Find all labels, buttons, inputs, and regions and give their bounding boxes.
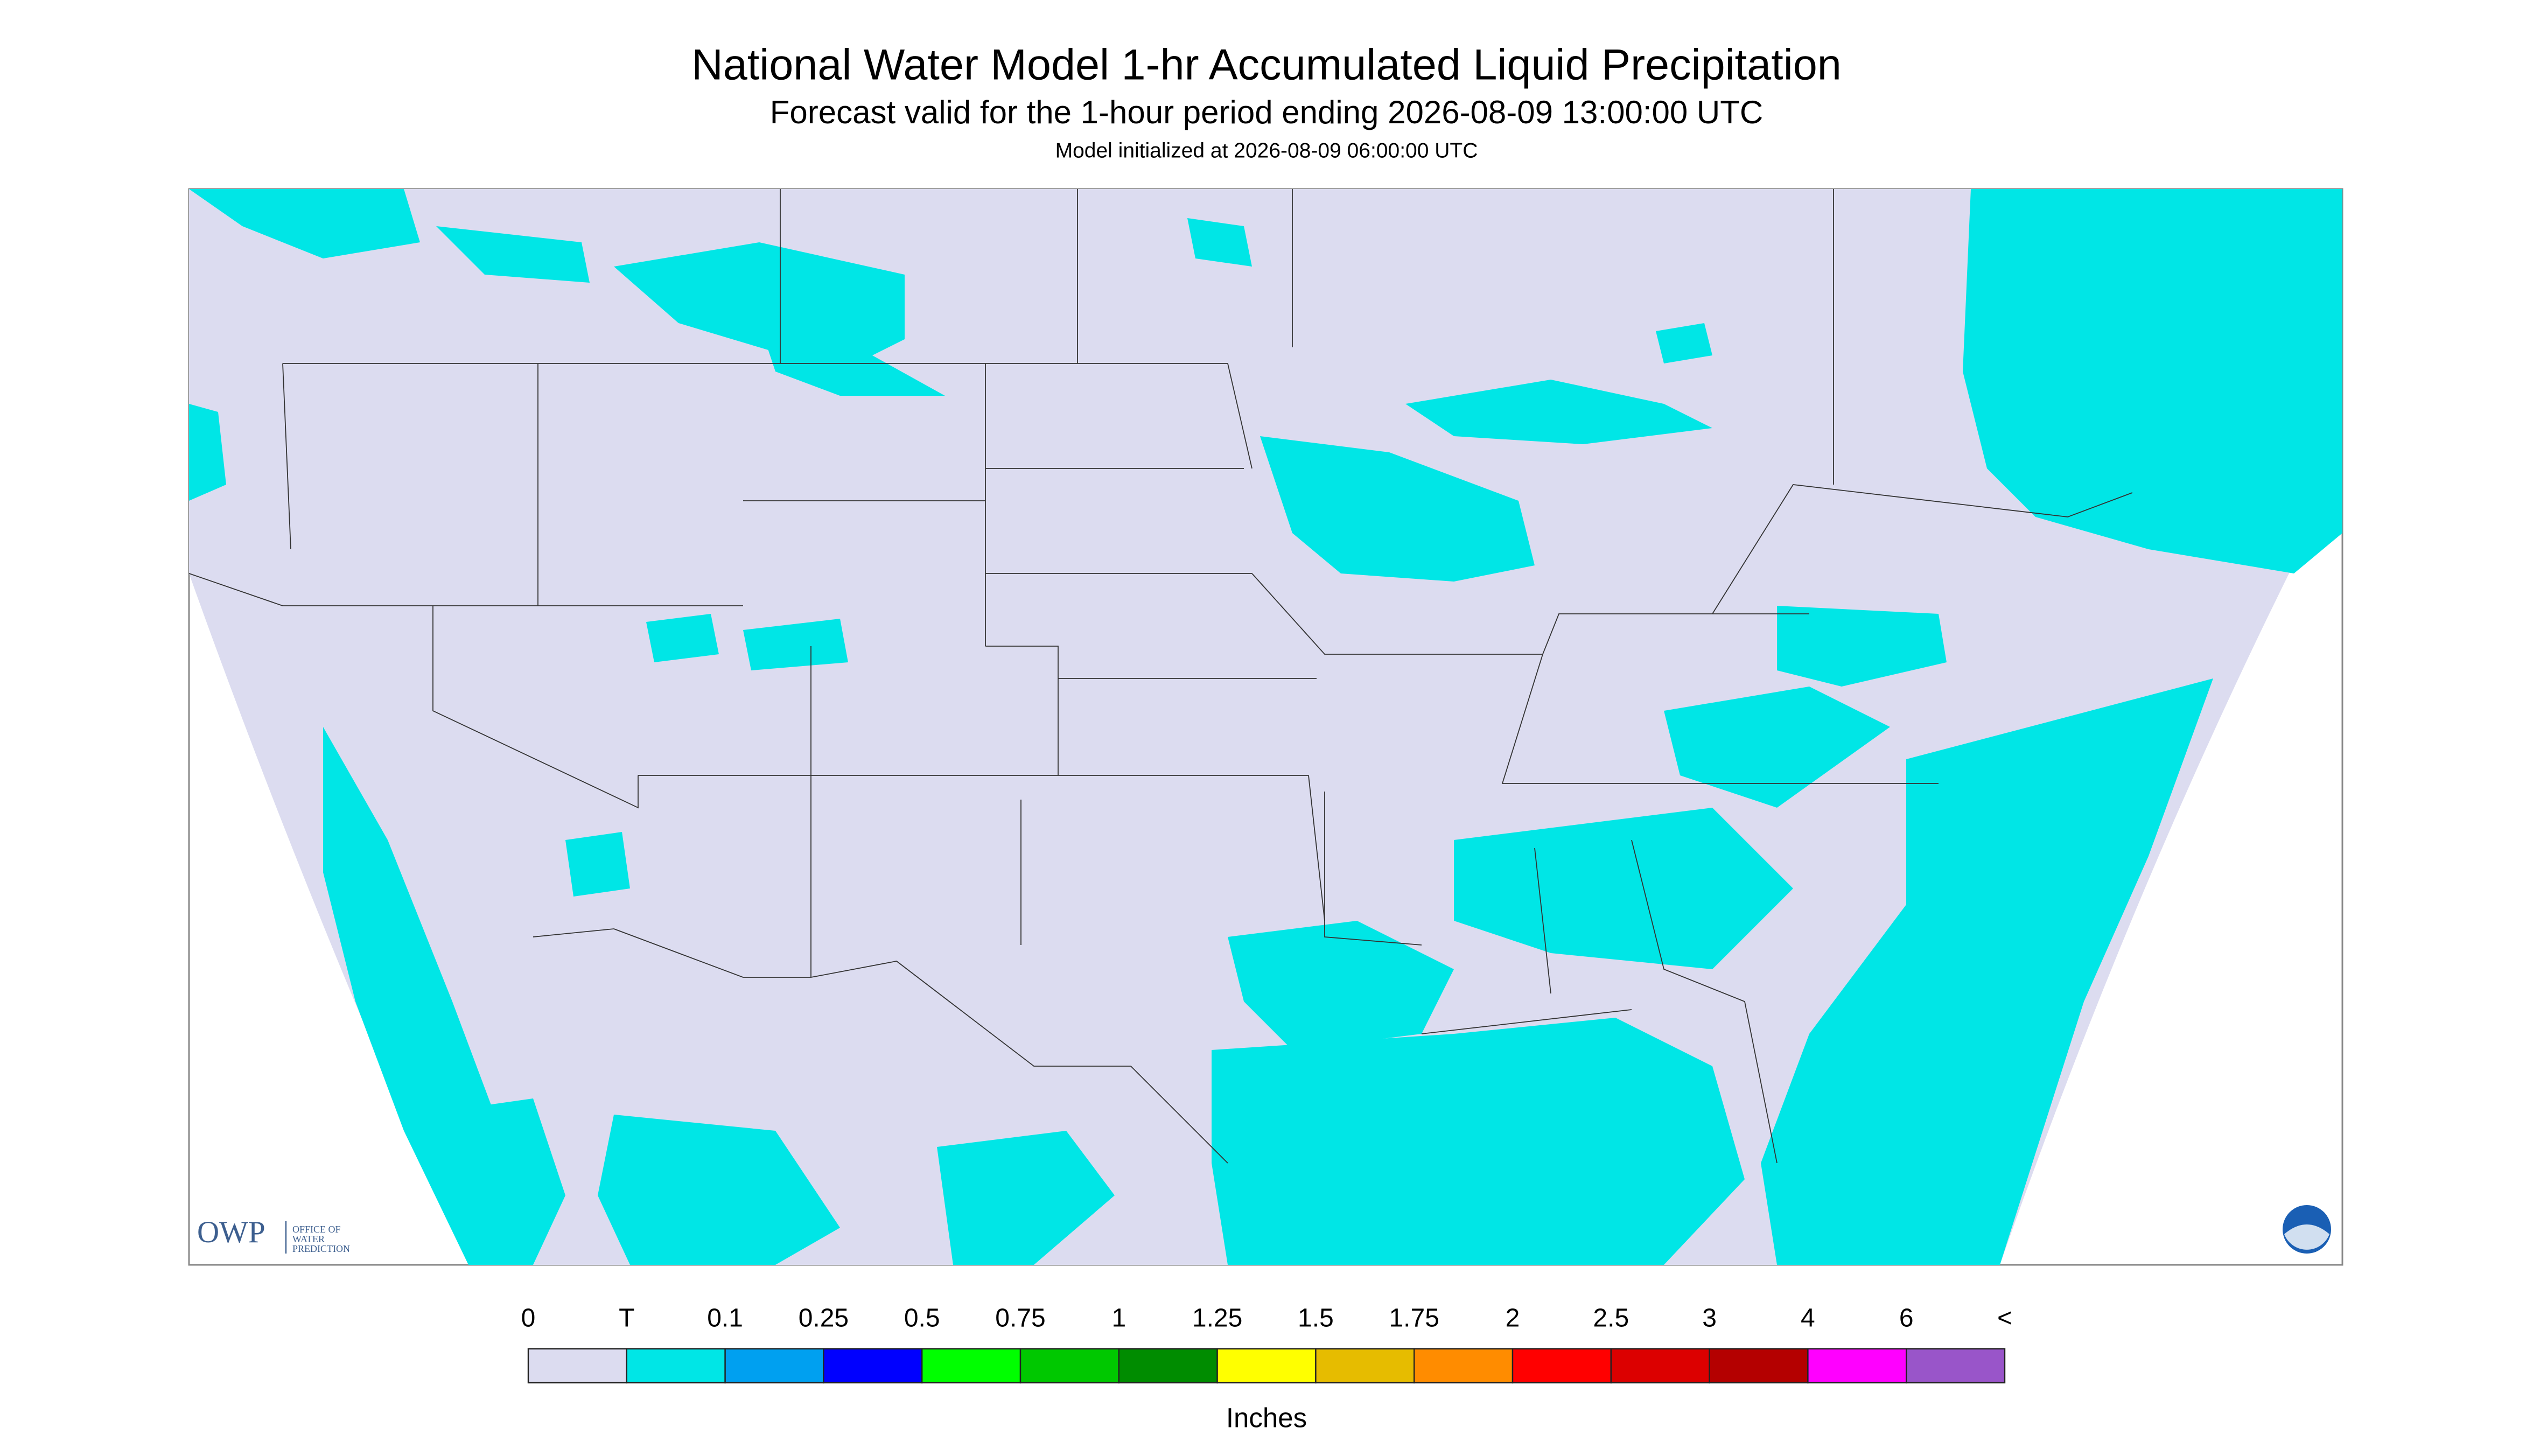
- owp-logo: OWP OFFICE OF WATER PREDICTION: [197, 1215, 350, 1254]
- legend-swatch: [1315, 1348, 1415, 1384]
- precip-area: [743, 619, 848, 671]
- subtitle: Forecast valid for the 1-hour period end…: [770, 94, 1763, 130]
- legend-label: 1: [1111, 1304, 1126, 1333]
- legend-swatch: [823, 1348, 923, 1384]
- legend-swatch: [921, 1348, 1021, 1384]
- title: National Water Model 1-hr Accumulated Li…: [691, 40, 1842, 89]
- legend-swatch: [626, 1348, 726, 1384]
- precip-area: [1228, 921, 1454, 1051]
- legend-swatch: [1905, 1348, 2006, 1384]
- legend-label: 4: [1801, 1304, 1815, 1333]
- legend-swatch: [1118, 1348, 1218, 1384]
- precip-area: [1963, 189, 2342, 574]
- state-lines: [188, 363, 1228, 1164]
- precip-area: [189, 404, 226, 501]
- legend-swatch: [1414, 1348, 1514, 1384]
- precip-area: [759, 323, 945, 396]
- borders: [188, 189, 2133, 1164]
- legend-swatch: [1610, 1348, 1710, 1384]
- legend-label: 1.75: [1389, 1304, 1439, 1333]
- legend-label: 0.75: [995, 1304, 1045, 1333]
- legend-label: 1.25: [1192, 1304, 1242, 1333]
- init-note: Model initialized at 2026-08-09 06:00:00…: [1055, 139, 1478, 162]
- legend-label: 1.5: [1298, 1304, 1334, 1333]
- legend-label: 0.5: [904, 1304, 940, 1333]
- legend-swatch: [527, 1348, 628, 1384]
- precip-area: [1454, 808, 1793, 970]
- precip-area: [565, 832, 630, 897]
- precip-area: [1405, 380, 1712, 445]
- precip-area: [614, 242, 905, 372]
- legend-label: 2.5: [1593, 1304, 1629, 1333]
- noaa-logo: [2283, 1205, 2331, 1254]
- legend-swatch: [1709, 1348, 1809, 1384]
- legend-label: 0.25: [799, 1304, 849, 1333]
- legend-label: 2: [1506, 1304, 1520, 1333]
- legend-swatch: [1807, 1348, 1907, 1384]
- precip-area: [937, 1131, 1115, 1265]
- precip-area: [646, 614, 719, 663]
- logo-acronym: OWP: [197, 1215, 265, 1249]
- precip-area: [1656, 323, 1712, 364]
- precip-area: [598, 1115, 840, 1265]
- logo-line: WATER: [292, 1234, 325, 1244]
- precip-area: [436, 226, 590, 283]
- legend-label: 0: [521, 1304, 536, 1333]
- province-lines: [780, 189, 1834, 485]
- precip-area: [1187, 218, 1252, 267]
- legend-label: 0.1: [707, 1304, 743, 1333]
- state-lines: [985, 363, 2133, 784]
- legend-swatch: [1019, 1348, 1120, 1384]
- legend: Inches 0 T 0.1 0.25 0.5 0.75 1 1.25 1.5 1.75 2 2.5 3…: [521, 1304, 2012, 1433]
- domain: [189, 189, 2342, 1265]
- precip-area: [1777, 606, 1947, 687]
- legend-label: <: [1997, 1304, 2012, 1333]
- noaa-wave: [2284, 1224, 2329, 1250]
- state-lines: [1324, 792, 1778, 1164]
- legend-unit: Inches: [1226, 1402, 1307, 1433]
- legend-label: 3: [1702, 1304, 1717, 1333]
- precip-area: [189, 189, 420, 259]
- map: OWP OFFICE OF WATER PREDICTION: [188, 188, 2343, 1266]
- logo-line: PREDICTION: [292, 1243, 350, 1254]
- logo-line: OFFICE OF: [292, 1224, 341, 1235]
- precip-area: [1212, 1018, 1745, 1265]
- legend-label: T: [619, 1304, 634, 1333]
- legend-swatch: [724, 1348, 824, 1384]
- legend-label: 6: [1899, 1304, 1914, 1333]
- precip-area: [1761, 678, 2213, 1265]
- precip-area: [1260, 436, 1535, 582]
- precip-area: [420, 1098, 565, 1265]
- legend-swatch: [1512, 1348, 1612, 1384]
- precip-area: [1664, 687, 1890, 808]
- precip-areas: [189, 189, 2342, 1265]
- legend-swatch: [1216, 1348, 1317, 1384]
